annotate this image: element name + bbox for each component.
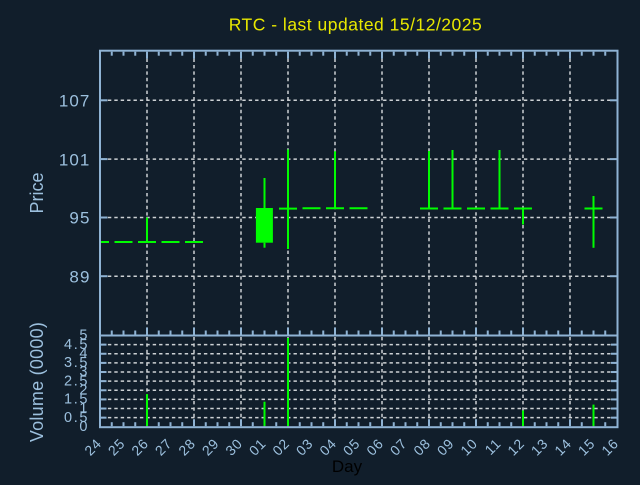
- svg-text:101: 101: [59, 150, 91, 169]
- svg-text:2: 2: [79, 382, 89, 398]
- svg-text:4.5: 4.5: [64, 337, 89, 353]
- svg-text:0: 0: [79, 419, 89, 435]
- svg-text:RTC - last updated 15/12/2025: RTC - last updated 15/12/2025: [229, 15, 483, 35]
- svg-text:1.5: 1.5: [64, 392, 89, 408]
- svg-text:107: 107: [59, 92, 91, 111]
- svg-text:0.5: 0.5: [64, 410, 89, 426]
- svg-text:3.5: 3.5: [64, 355, 89, 371]
- svg-text:Price: Price: [27, 172, 47, 213]
- svg-text:2.5: 2.5: [64, 373, 89, 389]
- svg-text:89: 89: [69, 267, 90, 286]
- svg-text:1: 1: [79, 401, 89, 417]
- svg-text:95: 95: [69, 209, 90, 228]
- svg-text:Day: Day: [332, 457, 363, 476]
- svg-text:3: 3: [79, 364, 89, 380]
- svg-text:4: 4: [79, 346, 89, 362]
- svg-text:5: 5: [79, 328, 89, 344]
- svg-text:Volume (0000): Volume (0000): [27, 322, 47, 442]
